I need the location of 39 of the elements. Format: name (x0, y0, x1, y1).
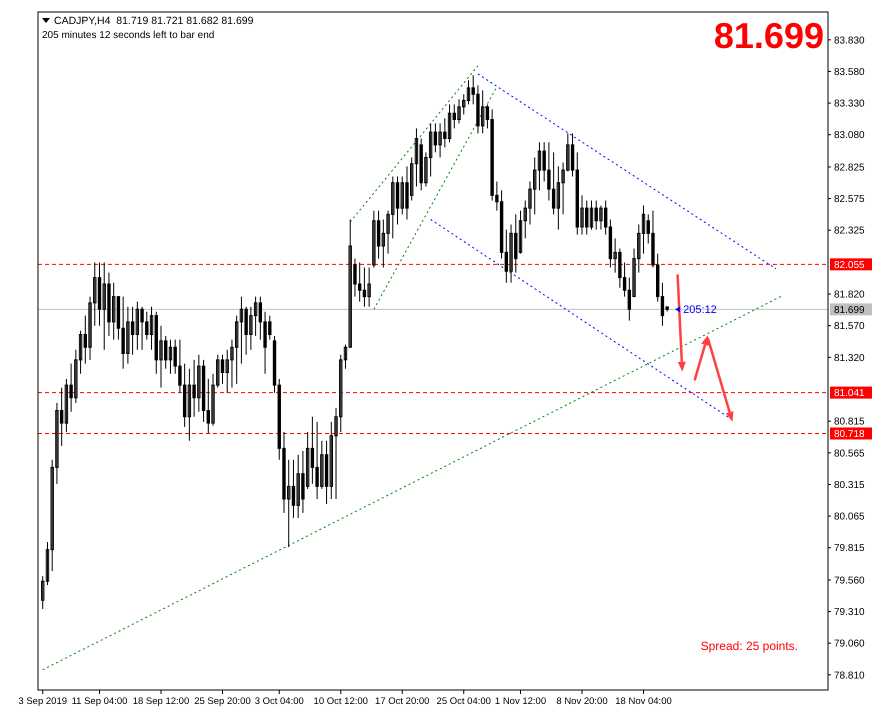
x-tick-label: 18 Nov 04:00 (615, 696, 672, 707)
x-tick-label: 25 Sep 20:00 (194, 696, 251, 707)
x-tick-label: 3 Oct 04:00 (254, 696, 304, 707)
y-tick-label: 80.315 (834, 480, 866, 491)
x-tick-label: 10 Oct 12:00 (314, 696, 368, 707)
y-tick-label: 81.570 (834, 321, 866, 332)
y-tick-label: 81.820 (834, 290, 866, 301)
y-tick-label: 80.065 (834, 512, 866, 523)
y-tick-label: 78.810 (834, 670, 866, 682)
ref-line-label: 81.699 (834, 304, 866, 316)
text: 205 minutes 12 seconds left to bar end (42, 30, 214, 41)
y-tick-label: 82.325 (834, 226, 866, 237)
chart-title: CADJPY,H4 81.719 81.721 81.682 81.699 (54, 15, 254, 27)
y-tick-label: 79.560 (834, 575, 866, 586)
x-tick-label: 8 Nov 20:00 (556, 696, 608, 707)
x-tick-label: 18 Sep 12:00 (132, 696, 190, 707)
y-tick-label: 83.830 (834, 35, 866, 46)
ref-line-label: 80.718 (834, 428, 866, 440)
y-tick-label: 79.310 (834, 607, 866, 618)
x-tick-label: 25 Oct 04:00 (436, 696, 491, 707)
y-tick-label: 80.815 (834, 416, 866, 428)
x-tick-label: 1 Nov 12:00 (494, 696, 546, 707)
y-tick-label: 83.330 (834, 98, 866, 110)
y-tick-label: 80.565 (834, 448, 866, 460)
y-tick-label: 82.825 (834, 162, 866, 174)
y-tick-label: 83.580 (834, 66, 866, 78)
y-tick-label: 82.575 (834, 194, 866, 206)
y-tick-label: 79.060 (834, 638, 866, 650)
ref-line-label: 81.041 (834, 388, 866, 400)
y-tick-label: 83.080 (834, 130, 866, 142)
x-tick-label: 3 Sep 2019 (18, 696, 68, 707)
y-tick-label: 79.815 (834, 543, 866, 554)
annotation: Spread: 25 points. (700, 639, 798, 653)
ref-line-label: 82.055 (834, 260, 866, 271)
x-tick-label: 17 Oct 20:00 (375, 696, 430, 707)
x-tick-label: 11 Sep 04:00 (72, 696, 128, 707)
y-tick-label: 81.320 (834, 352, 866, 364)
annotation: 205:12 (683, 304, 717, 316)
annotation: 81.699 (714, 15, 824, 56)
